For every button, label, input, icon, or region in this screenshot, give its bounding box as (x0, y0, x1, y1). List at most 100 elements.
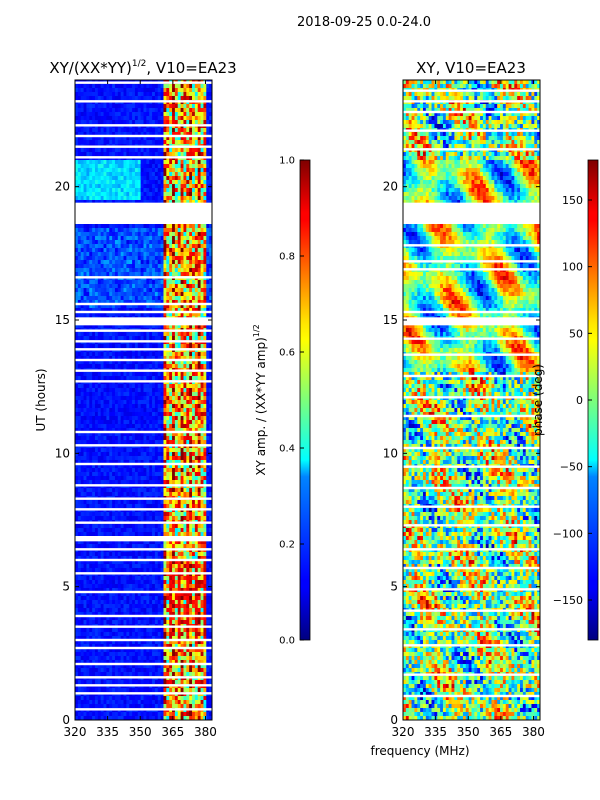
heatmap-cell (169, 88, 173, 93)
heatmap-cell (120, 224, 124, 229)
heatmap-cell (172, 488, 176, 493)
heatmap-cell (123, 224, 127, 229)
heatmap-cell (172, 236, 176, 241)
heatmap-cell (106, 476, 110, 481)
heatmap-cell (126, 108, 130, 113)
heatmap-cell (163, 452, 167, 457)
heatmap-cell (114, 172, 119, 177)
heatmap-cell (97, 396, 102, 401)
heatmap-cell (194, 460, 199, 465)
heatmap-cell (186, 480, 190, 485)
heatmap-cell (77, 420, 82, 425)
heatmap-cell (89, 468, 93, 473)
heatmap-cell (134, 360, 139, 365)
heatmap-cell (77, 404, 82, 409)
heatmap-cell (209, 224, 212, 229)
heatmap-cell (112, 192, 116, 197)
heatmap-cell (206, 436, 210, 441)
heatmap-cell (117, 364, 122, 369)
heatmap-cell (109, 284, 113, 289)
heatmap-cell (186, 224, 190, 229)
heatmap-cell (94, 364, 99, 369)
heatmap-cell (117, 488, 122, 493)
heatmap-cell (137, 452, 142, 457)
heatmap-cell (186, 396, 190, 401)
heatmap-cell (137, 304, 142, 309)
heatmap-cell (154, 436, 159, 441)
heatmap-cell (183, 440, 187, 445)
heatmap-cell (106, 84, 110, 89)
heatmap-cell (160, 364, 164, 369)
heatmap-cell (89, 400, 93, 405)
heatmap-cell (183, 488, 187, 493)
heatmap-cell (103, 388, 107, 393)
heatmap-cell (112, 184, 116, 189)
heatmap-cell (174, 392, 179, 397)
heatmap-cell (75, 192, 79, 197)
heatmap-cell (126, 300, 130, 305)
heatmap-cell (112, 252, 116, 257)
heatmap-cell (160, 424, 164, 429)
heatmap-cell (197, 184, 201, 189)
heatmap-cell (77, 456, 82, 461)
heatmap-cell (143, 332, 147, 337)
heatmap-cell (89, 252, 93, 257)
heatmap-cell (177, 260, 181, 265)
heatmap-cell (117, 172, 122, 177)
heatmap-cell (100, 300, 104, 305)
heatmap-cell (146, 260, 150, 265)
heatmap-cell (143, 108, 147, 113)
heatmap-cell (129, 164, 133, 169)
heatmap-cell (83, 388, 87, 393)
heatmap-cell (126, 240, 130, 245)
heatmap-cell (174, 472, 179, 477)
heatmap-cell (143, 300, 147, 305)
heatmap-cell (183, 420, 187, 425)
heatmap-cell (152, 332, 156, 337)
heatmap-cell (149, 132, 153, 137)
heatmap-cell (177, 492, 181, 497)
heatmap-cell (189, 388, 193, 393)
heatmap-cell (120, 404, 124, 409)
heatmap-cell (177, 384, 181, 389)
heatmap-cell (97, 256, 102, 261)
heatmap-cell (106, 236, 110, 241)
heatmap-cell (143, 228, 147, 233)
heatmap-cell (194, 192, 199, 197)
heatmap-cell (192, 292, 196, 297)
heatmap-cell (163, 108, 167, 113)
heatmap-cell (166, 416, 170, 421)
heatmap-cell (157, 164, 162, 169)
heatmap-cell (143, 440, 147, 445)
heatmap-cell (189, 232, 193, 237)
heatmap-cell (166, 248, 170, 253)
heatmap-cell (166, 436, 170, 441)
heatmap-cell (200, 332, 204, 337)
heatmap-cell (140, 352, 144, 357)
heatmap-cell (109, 260, 113, 265)
heatmap-cell (194, 88, 199, 93)
heatmap-cell (92, 128, 96, 133)
heatmap-cell (143, 420, 147, 425)
heatmap-cell (77, 248, 82, 253)
heatmap-cell (140, 460, 144, 465)
heatmap-cell (75, 92, 79, 97)
heatmap-cell (180, 480, 184, 485)
heatmap-cell (143, 468, 147, 473)
heatmap-cell (157, 448, 162, 453)
heatmap-cell (172, 420, 176, 425)
heatmap-cell (197, 452, 201, 457)
heatmap-cell (106, 200, 110, 205)
heatmap-cell (200, 296, 204, 301)
heatmap-cell (157, 360, 162, 365)
heatmap-cell (75, 456, 79, 461)
heatmap-cell (197, 372, 201, 377)
heatmap-cell (169, 196, 173, 201)
heatmap-cell (112, 352, 116, 357)
heatmap-cell (117, 452, 122, 457)
heatmap-cell (177, 152, 181, 157)
heatmap-cell (157, 188, 162, 193)
heatmap-cell (75, 480, 79, 485)
heatmap-cell (186, 344, 190, 349)
heatmap-cell (89, 420, 93, 425)
